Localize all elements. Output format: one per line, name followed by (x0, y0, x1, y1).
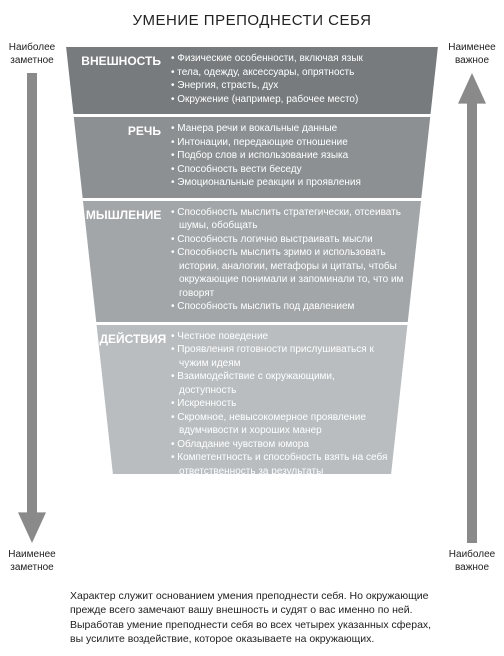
bullet-item: Способность мыслить стратегически, отсеи… (169, 206, 404, 233)
bullet-item: Способность логично выстраивать мысли (169, 233, 404, 247)
bullet-item: Энергия, страсть, дух (169, 79, 421, 93)
bullet-item: тела, одежду, аксессуары, опрятность (169, 66, 421, 80)
bullet-item: Обладание чувством юмора (169, 438, 391, 452)
bullet-item: Компетентность и способность взять на се… (169, 451, 391, 478)
bullet-item: Манера речи и вокальные данные (169, 122, 413, 136)
page-title: УМЕНИЕ ПРЕПОДНЕСТИ СЕБЯ (0, 0, 504, 29)
left-bottom-label: Наименеезаметное (8, 549, 55, 574)
row-bullets: Честное поведениеПроявления готовности п… (169, 324, 439, 487)
right-bottom-label: Наиболееважное (449, 549, 495, 574)
bullet-item: Способность мыслить под давлением (169, 300, 404, 314)
bullet-item: Искренность (169, 397, 391, 411)
bullet-item: Способность мыслить зримо и использовать… (169, 246, 404, 300)
funnel-row: РЕЧЬМанера речи и вокальные данныеИнтона… (65, 116, 439, 200)
funnel-row: МЫШЛЕНИЕСпособность мыслить стратегическ… (65, 200, 439, 324)
bullet-item: Скромное, невысокомерное проявление вдум… (169, 411, 391, 438)
left-arrow-column: Наиболеезаметное Наименеезаметное (2, 42, 62, 574)
row-label: ВНЕШНОСТЬ (65, 46, 169, 114)
right-top-label: Наименееважное (448, 42, 495, 67)
funnel-row: ВНЕШНОСТЬФизические особенности, включая… (65, 46, 439, 116)
funnel-rows: ВНЕШНОСТЬФизические особенности, включая… (65, 46, 439, 488)
right-arrow (458, 73, 486, 543)
right-arrow-column: Наименееважное Наиболееважное (442, 42, 502, 574)
bullet-item: Подбор слов и использование языка (169, 149, 413, 163)
bullet-item: Честное поведение (169, 330, 391, 344)
bullet-item: Окружение (например, рабочее место) (169, 93, 421, 107)
bullet-item: Способность вести беседу (169, 163, 413, 177)
left-arrow (18, 73, 46, 543)
bullet-item: Взаимодействие с окружающими, доступност… (169, 370, 391, 397)
footer-text: Характер служит основанием умения препод… (70, 589, 440, 646)
bullet-item: Проявления готовности прислушиваться к ч… (169, 343, 391, 370)
row-label: МЫШЛЕНИЕ (65, 200, 169, 322)
row-bullets: Манера речи и вокальные данныеИнтонации,… (169, 116, 439, 198)
row-label: ДЕЙСТВИЯ (65, 324, 169, 487)
bullet-item: Эмоциональные реакции и проявления (169, 176, 413, 190)
bullet-item: Физические особенности, включая язык (169, 52, 421, 66)
row-bullets: Способность мыслить стратегически, отсеи… (169, 200, 439, 322)
row-bullets: Физические особенности, включая языктела… (169, 46, 439, 114)
left-top-label: Наиболеезаметное (9, 42, 55, 67)
row-label: РЕЧЬ (65, 116, 169, 198)
bullet-item: Интонации, передающие отношение (169, 136, 413, 150)
funnel-row: ДЕЙСТВИЯЧестное поведениеПроявления гото… (65, 324, 439, 489)
